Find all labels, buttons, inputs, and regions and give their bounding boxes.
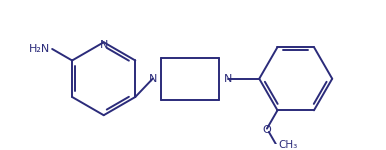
Text: N: N (149, 74, 157, 84)
Text: O: O (262, 124, 271, 135)
Text: CH₃: CH₃ (278, 140, 298, 150)
Text: N: N (100, 40, 108, 50)
Text: N: N (223, 74, 232, 84)
Text: H₂N: H₂N (29, 44, 50, 54)
